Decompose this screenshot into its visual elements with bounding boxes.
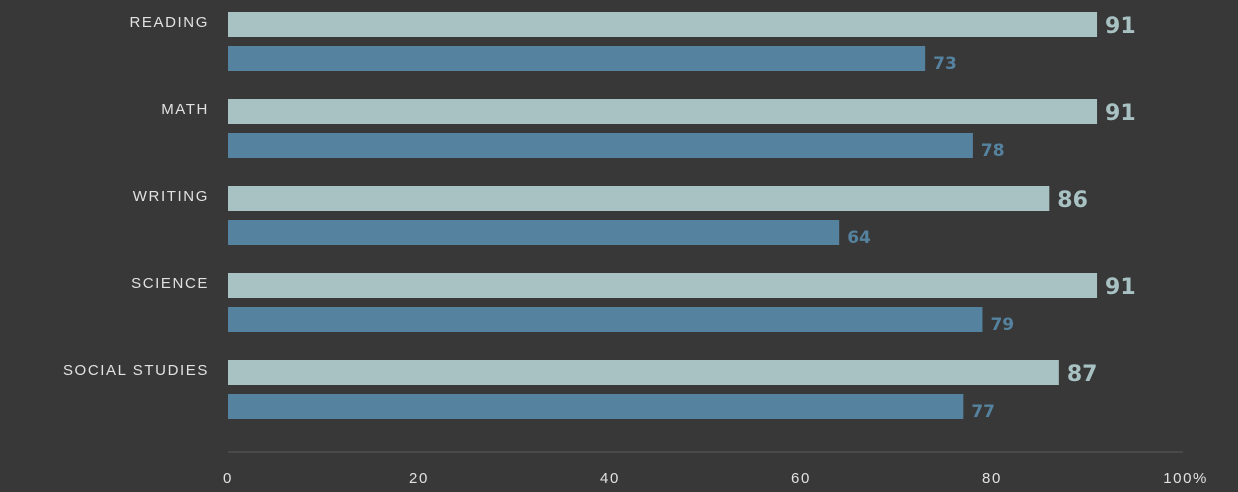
x-tick-labels: 0 20 40 60 80 100% (223, 470, 1208, 487)
bars (228, 12, 1098, 419)
bar (228, 394, 964, 419)
bar (228, 12, 1098, 37)
x-tick-label: 40 (600, 470, 620, 487)
x-tick-label: 0 (223, 470, 233, 487)
data-label: 87 (1067, 362, 1098, 387)
bar (228, 133, 973, 158)
category-label: READING (129, 14, 209, 31)
category-label: MATH (161, 101, 209, 118)
data-label: 91 (1105, 14, 1136, 39)
category-labels: READING MATH WRITING SCIENCE SOCIAL STUDIES (63, 14, 209, 379)
data-label: 86 (1057, 188, 1088, 213)
category-label: WRITING (133, 188, 209, 205)
x-tick-label: 20 (409, 470, 429, 487)
data-label: 91 (1105, 275, 1136, 300)
bar (228, 186, 1050, 211)
bar (228, 307, 983, 332)
data-label: 73 (933, 54, 957, 74)
x-tick-label: 100% (1163, 470, 1208, 487)
data-label: 78 (981, 141, 1005, 161)
category-label: SOCIAL STUDIES (63, 362, 209, 379)
x-tick-label: 60 (791, 470, 811, 487)
bar (228, 46, 926, 71)
value-labels: 91 73 91 78 86 64 91 79 87 77 (847, 14, 1135, 422)
data-label: 91 (1105, 101, 1136, 126)
bar (228, 220, 840, 245)
bar (228, 360, 1059, 385)
x-tick-label: 80 (982, 470, 1002, 487)
category-label: SCIENCE (131, 275, 209, 292)
data-label: 79 (990, 315, 1014, 335)
data-label: 64 (847, 228, 871, 248)
bar (228, 273, 1098, 298)
data-label: 77 (971, 402, 995, 422)
bar (228, 99, 1098, 124)
